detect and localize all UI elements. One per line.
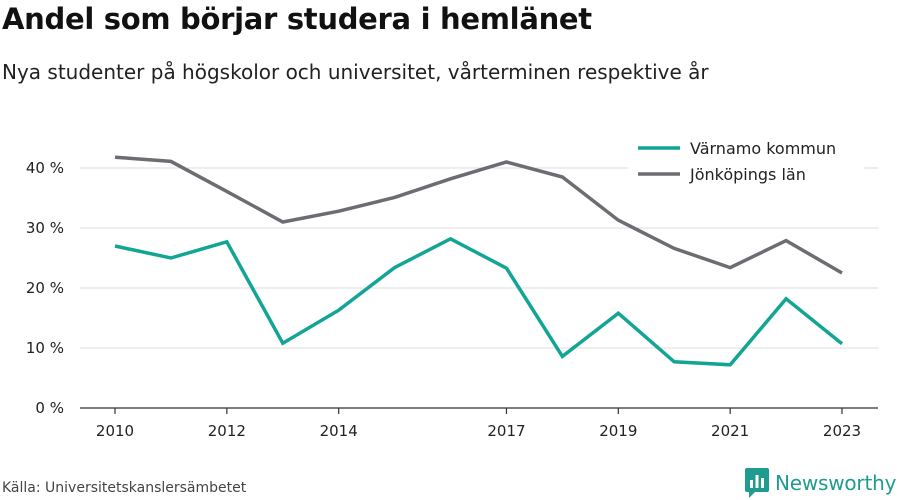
series-line-värnamo-kommun: [114, 236, 844, 367]
series-line-jönköpings-län: [114, 155, 843, 275]
chart-title: Andel som börjar studera i hemlänet: [2, 2, 592, 36]
legend-background: [628, 131, 864, 189]
x-tick-label: 2021: [711, 422, 749, 440]
y-axis: 0 % 10 % 20 % 30 % 40 %: [26, 159, 64, 417]
newsworthy-brand[interactable]: Newsworthy: [745, 468, 896, 498]
x-tick-label: 2014: [320, 422, 358, 440]
y-tick-label: 10 %: [26, 339, 64, 357]
series-lines: [114, 155, 844, 367]
x-axis: 2010 2012 2014 2017 2019 2021 2023: [80, 407, 878, 440]
legend-label: Värnamo kommun: [690, 139, 836, 158]
x-tick-label: 2012: [208, 422, 246, 440]
newsworthy-logo-icon: [745, 468, 769, 498]
x-tick-label: 2023: [823, 422, 861, 440]
y-tick-label: 0 %: [35, 399, 64, 417]
y-tick-label: 40 %: [26, 159, 64, 177]
line-chart: 0 % 10 % 20 % 30 % 40 % 2010 2012 2014 2017 2019…: [25, 131, 878, 440]
chart-subtitle: Nya studenter på högskolor och universit…: [2, 60, 709, 84]
source-note: Källa: Universitetskanslersämbetet: [2, 480, 247, 496]
x-tick-label: 2019: [599, 422, 637, 440]
y-tick-label: 20 %: [26, 279, 64, 297]
brand-name: Newsworthy: [775, 471, 897, 495]
gridlines: [80, 167, 878, 349]
x-tick-label: 2017: [487, 422, 525, 440]
legend: Värnamo kommun Jönköpings län: [628, 131, 864, 189]
y-tick-label: 30 %: [26, 219, 64, 237]
legend-label: Jönköpings län: [689, 165, 806, 184]
x-tick-label: 2010: [96, 422, 134, 440]
